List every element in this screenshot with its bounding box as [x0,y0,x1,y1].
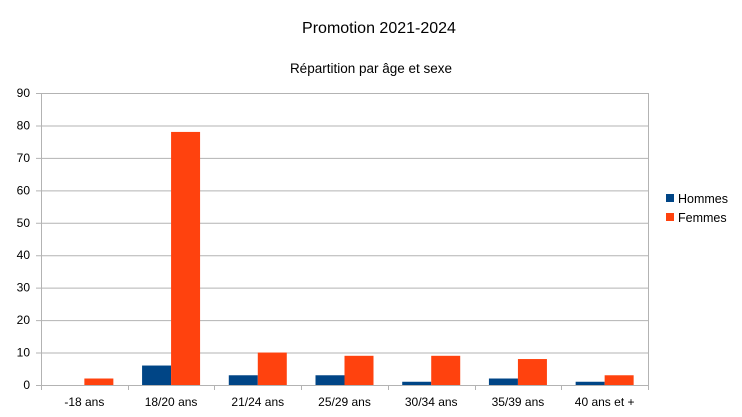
legend-swatch-hommes [666,194,674,202]
y-axis: 0 10 20 30 40 50 60 70 80 90 [17,86,31,392]
y-tick-label: 0 [23,378,30,392]
bar-femmes-5 [517,359,547,385]
bar-hommes-5 [488,378,518,385]
y-tick-label: 20 [17,313,31,327]
legend: Hommes Femmes [666,192,728,225]
bar-femmes-0 [84,378,114,385]
bar-hommes-1 [142,365,172,385]
gridlines [36,93,649,386]
bar-hommes-4 [402,381,432,385]
x-tick-label: -18 ans [64,395,104,409]
bar-femmes-6 [604,375,634,385]
y-tick-label: 30 [17,281,31,295]
y-tick-label: 50 [17,216,31,230]
x-tick-label: 35/39 ans [492,395,545,409]
y-tick-label: 10 [17,346,31,360]
y-tick-label: 70 [17,151,31,165]
bars [84,131,634,385]
x-tick-label: 25/29 ans [318,395,371,409]
y-tick-label: 80 [17,118,31,132]
chart-title: Promotion 2021-2024 [302,20,456,37]
x-tick-label: 18/20 ans [145,395,198,409]
x-tick-label: 40 ans et + [575,395,635,409]
bar-femmes-2 [257,352,287,385]
bar-hommes-2 [228,375,258,385]
bar-femmes-4 [431,355,461,385]
bar-femmes-1 [171,131,201,385]
legend-label-femmes: Femmes [678,211,727,225]
bar-hommes-6 [575,381,605,385]
x-tick-label: 21/24 ans [231,395,284,409]
y-tick-label: 60 [17,183,31,197]
y-tick-label: 90 [17,86,31,100]
chart-subtitle: Répartition par âge et sexe [290,61,452,76]
legend-label-hommes: Hommes [678,192,728,206]
x-tick-label: 30/34 ans [405,395,458,409]
y-tick-label: 40 [17,248,31,262]
bar-hommes-3 [315,375,345,385]
legend-swatch-femmes [666,213,674,221]
bar-femmes-3 [344,355,374,385]
x-axis: -18 ans 18/20 ans 21/24 ans 25/29 ans 30/34 … [41,385,649,409]
